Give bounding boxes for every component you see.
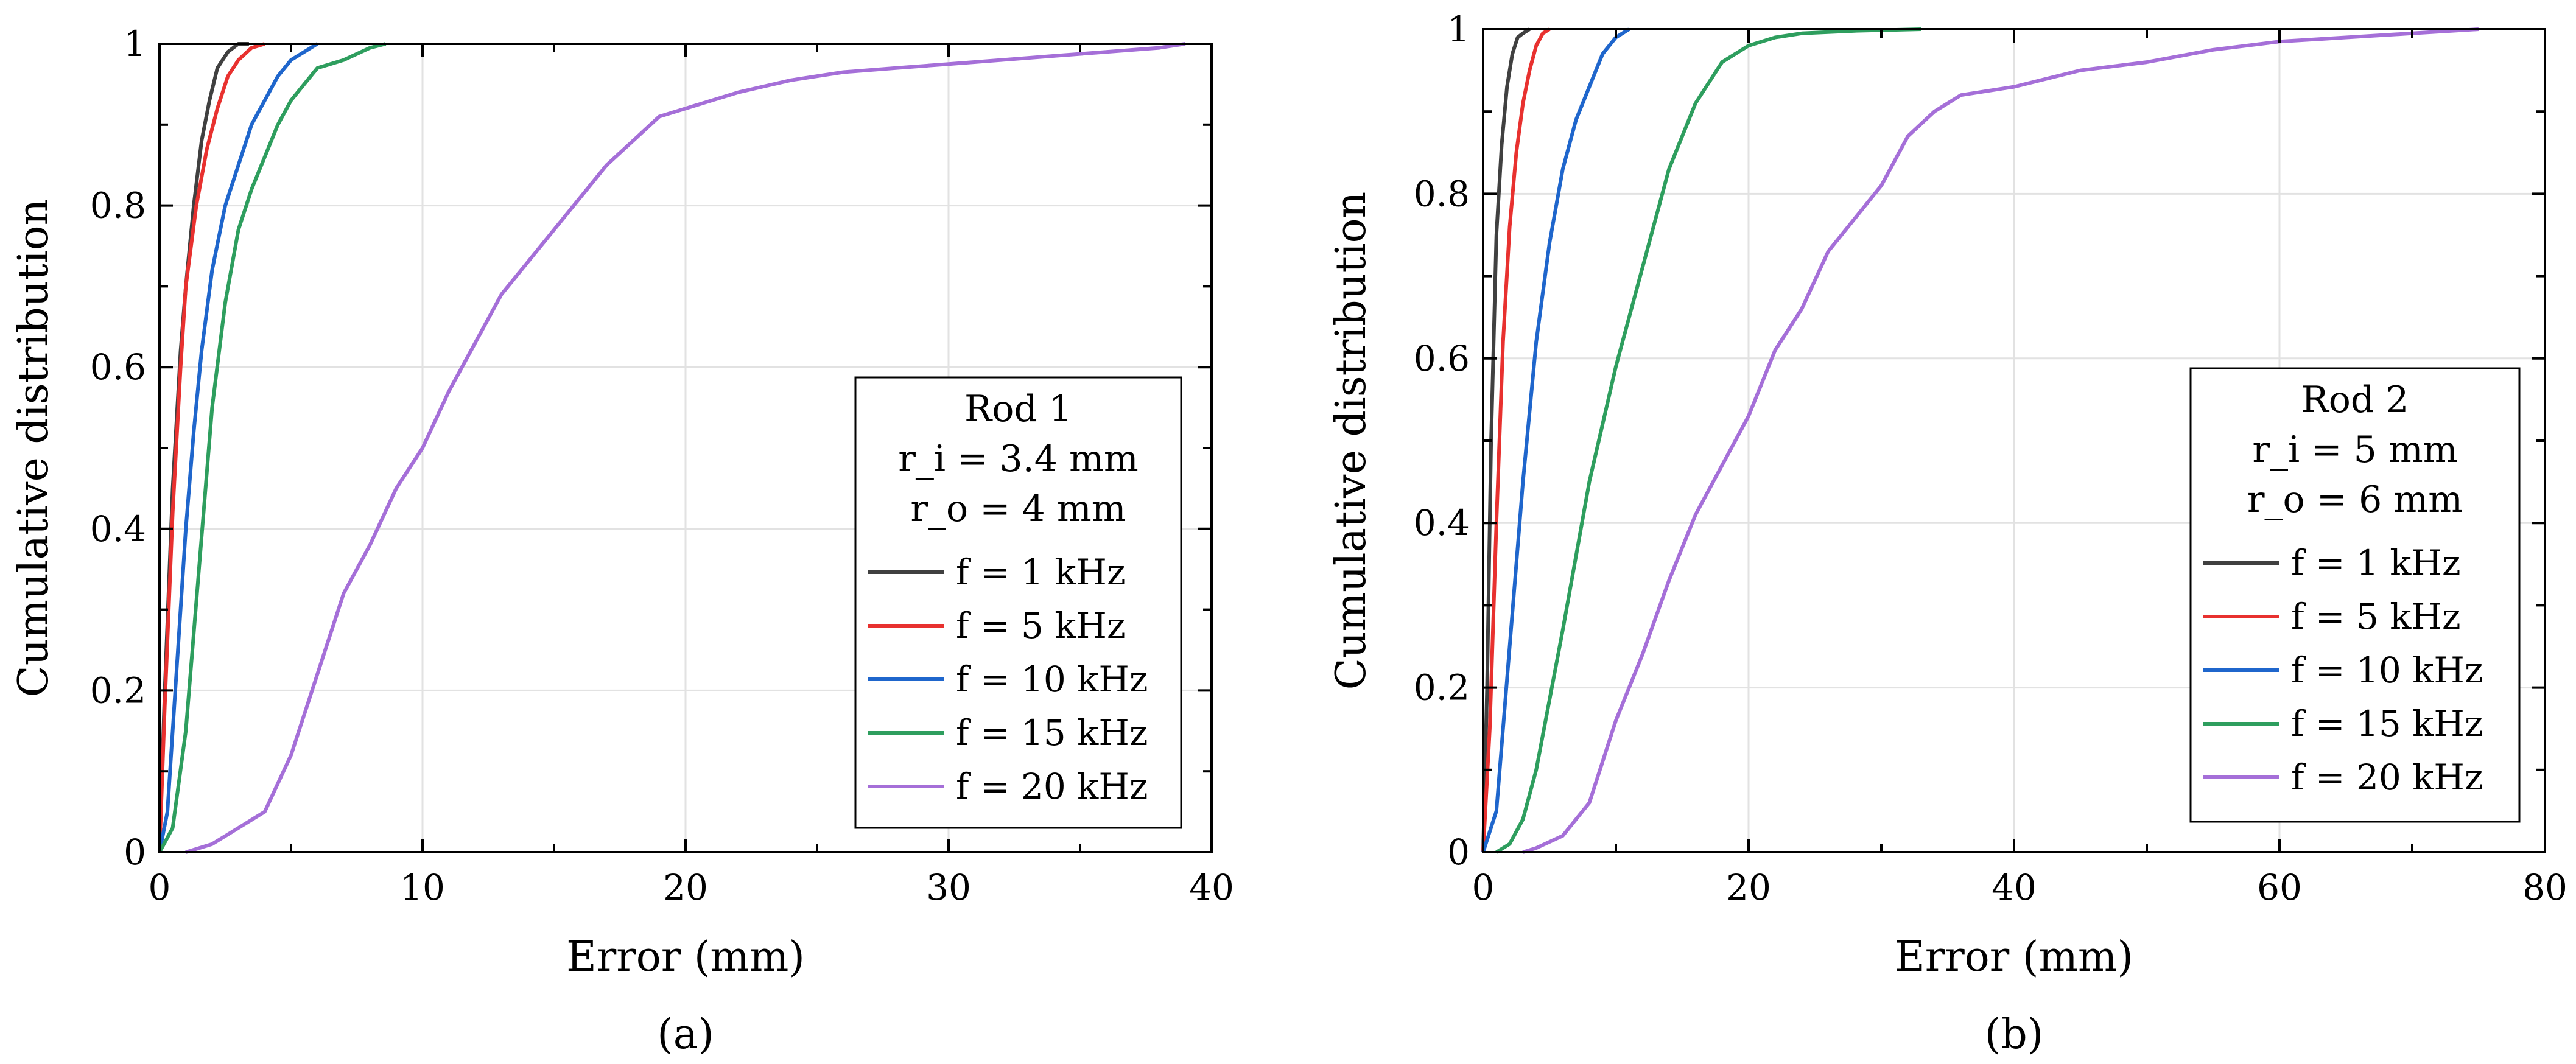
y-axis-label: Cumulative distribution xyxy=(10,199,58,698)
x-tick-label: 10 xyxy=(400,867,445,908)
legend: Rod 2 r_i = 5 mm r_o = 6 mm f = 1 kHz f = 5 … xyxy=(2189,367,2521,823)
legend-title-line: r_i = 3.4 mm xyxy=(898,438,1139,480)
legend-title-line: r_o = 4 mm xyxy=(910,488,1126,530)
chart-panel-a: 0 10 20 30 40 0 0.2 0.4 0.6 0.8 1 Error (mm) Cumulat… xyxy=(10,23,1234,1059)
legend-title-line: Rod 1 xyxy=(964,388,1072,430)
x-tick-label: 20 xyxy=(1726,867,1771,908)
y-tick-label: 0.2 xyxy=(90,670,146,711)
series-line-10-khz xyxy=(158,42,318,853)
chart-panel-b: 0 20 40 60 80 0 0.2 0.4 0.6 0.8 1 Error (mm) Cumulat… xyxy=(1327,9,2567,1059)
series-line-20-khz xyxy=(185,42,1186,854)
legend-entry-label: f = 15 kHz xyxy=(956,712,1148,754)
legend-title-line: r_i = 5 mm xyxy=(2252,429,2457,471)
legend-box xyxy=(854,376,1182,829)
y-tick-label: 0.6 xyxy=(1414,338,1470,379)
legend-entry-label: f = 20 kHz xyxy=(956,766,1148,807)
legend-entry-label: f = 15 kHz xyxy=(2291,703,2483,744)
y-tick-label: 1 xyxy=(1447,9,1470,50)
y-tick-label: 0 xyxy=(124,831,146,873)
y-tick-label: 0 xyxy=(1447,831,1470,873)
x-tick-label: 40 xyxy=(1992,867,2037,908)
y-tick-label: 0.2 xyxy=(1414,667,1470,709)
y-tick-label: 0.8 xyxy=(90,185,146,226)
legend-entry-label: f = 5 kHz xyxy=(956,605,1126,646)
series-line-15-khz xyxy=(158,42,387,853)
series-line-20-khz xyxy=(1522,27,2479,854)
x-tick-label: 20 xyxy=(663,867,708,908)
y-tick-label: 1 xyxy=(124,23,146,65)
y-tick-label: 0.4 xyxy=(90,508,146,550)
legend-title-line: Rod 2 xyxy=(2301,379,2409,421)
legend-entry-label: f = 5 kHz xyxy=(2291,596,2461,637)
x-tick-label: 80 xyxy=(2522,867,2567,908)
series-line-5-khz xyxy=(1481,27,1551,853)
legend-entry-label: f = 10 kHz xyxy=(956,659,1148,700)
x-tick-label: 0 xyxy=(149,867,171,908)
legend: Rod 1 r_i = 3.4 mm r_o = 4 mm f = 1 kHz f = … xyxy=(854,376,1182,829)
x-tick-label: 40 xyxy=(1189,867,1234,908)
legend-entry-label: f = 10 kHz xyxy=(2291,649,2483,691)
series-line-5-khz xyxy=(158,42,265,853)
panel-label: (a) xyxy=(657,1010,714,1059)
series-line-1-khz xyxy=(1481,27,1531,853)
series-line-10-khz xyxy=(1481,27,1630,853)
panel-label: (b) xyxy=(1985,1010,2044,1059)
y-tick-label: 0.4 xyxy=(1414,502,1470,544)
legend-entry-label: f = 20 kHz xyxy=(2291,757,2483,798)
y-tick-label: 0.6 xyxy=(90,346,146,388)
y-tick-label: 0.8 xyxy=(1414,173,1470,214)
x-axis-label: Error (mm) xyxy=(1895,933,2133,981)
x-axis-label: Error (mm) xyxy=(566,933,805,981)
y-axis-label: Cumulative distribution xyxy=(1327,192,1375,690)
legend-entry-label: f = 1 kHz xyxy=(956,551,1126,593)
legend-title-line: r_o = 6 mm xyxy=(2247,478,2463,521)
x-tick-label: 0 xyxy=(1472,867,1495,908)
x-tick-label: 30 xyxy=(926,867,971,908)
x-tick-label: 60 xyxy=(2257,867,2302,908)
series-line-15-khz xyxy=(1495,27,1921,854)
legend-box xyxy=(2189,367,2521,823)
legend-entry-label: f = 1 kHz xyxy=(2291,542,2461,584)
